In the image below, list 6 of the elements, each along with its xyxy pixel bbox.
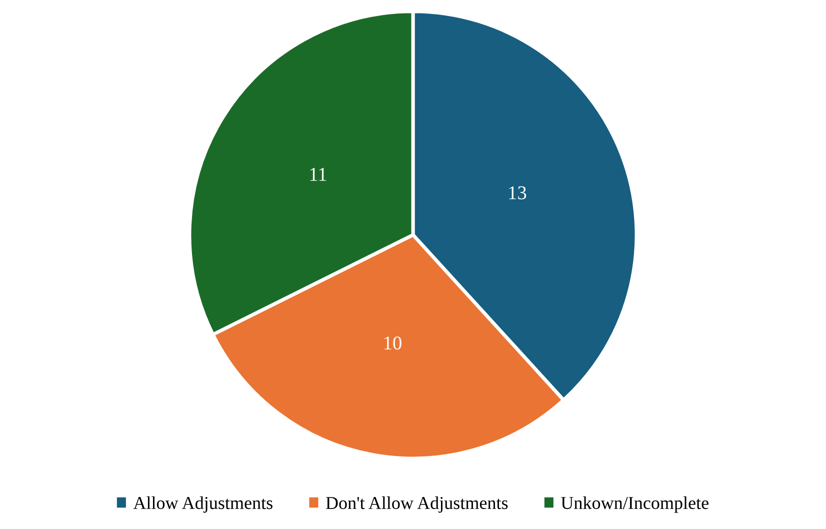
data-label: 11 xyxy=(310,168,326,181)
legend-label: Unkown/Incomplete xyxy=(561,496,708,513)
data-label: 10 xyxy=(384,336,402,350)
legend-label: Don't Allow Adjustments xyxy=(326,496,508,513)
legend-label: Allow Adjustments xyxy=(133,496,272,513)
data-label: 13 xyxy=(509,186,526,200)
